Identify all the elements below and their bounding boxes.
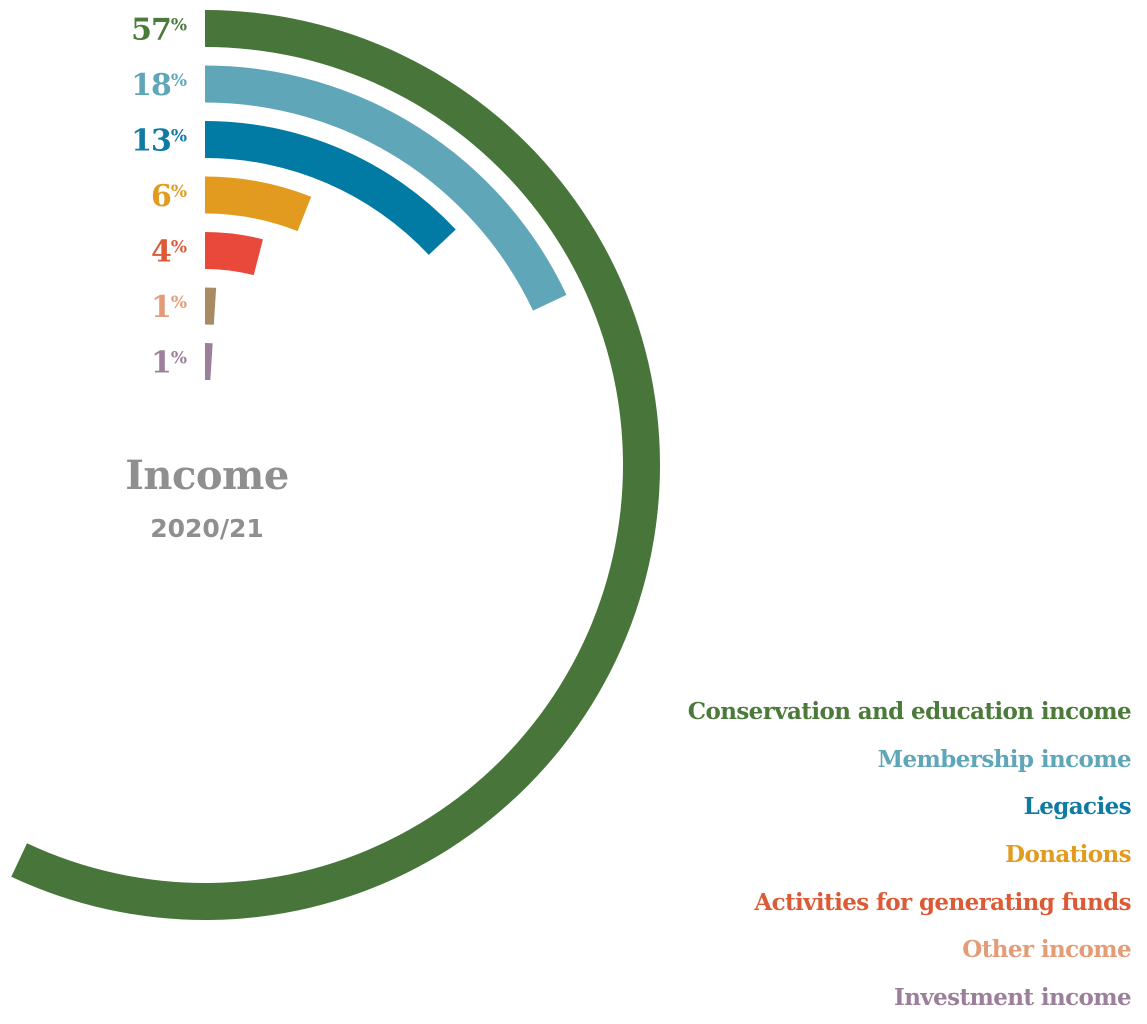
chart-subtitle: 2020/21 xyxy=(150,514,264,543)
value-label-membership-income: 18% xyxy=(131,68,187,103)
legend-item-investment-income: Investment income xyxy=(894,984,1132,1012)
chart-title: Income xyxy=(125,452,289,499)
value-label-conservation-and-education-income: 57% xyxy=(131,13,187,48)
value-label-donations: 6% xyxy=(151,179,187,214)
value-label-investment-income: 1% xyxy=(151,346,187,381)
arc-investment-income xyxy=(205,343,213,381)
legend-item-donations: Donations xyxy=(1005,841,1131,869)
arc-conservation-and-education-income xyxy=(11,10,660,920)
legend-item-other-income: Other income xyxy=(962,936,1131,964)
legend-item-activities-for-generating-funds: Activities for generating funds xyxy=(754,888,1131,916)
arc-legacies xyxy=(205,121,456,255)
legend: Conservation and education income Members… xyxy=(687,690,1132,1024)
arc-donations xyxy=(205,176,312,232)
legend-item-membership-income: Membership income xyxy=(877,745,1132,773)
legend-item-legacies: Legacies xyxy=(1023,793,1132,821)
legend-item-conservation-and-education-income: Conservation and education income xyxy=(687,698,1132,725)
value-label-legacies: 13% xyxy=(131,124,187,159)
arc-other-income xyxy=(205,287,217,325)
arc-activities-for-generating-funds xyxy=(205,232,263,276)
arc-membership-income xyxy=(205,65,567,311)
value-label-other-income: 1% xyxy=(151,290,187,325)
value-label-activities-for-generating-funds: 4% xyxy=(151,235,187,270)
